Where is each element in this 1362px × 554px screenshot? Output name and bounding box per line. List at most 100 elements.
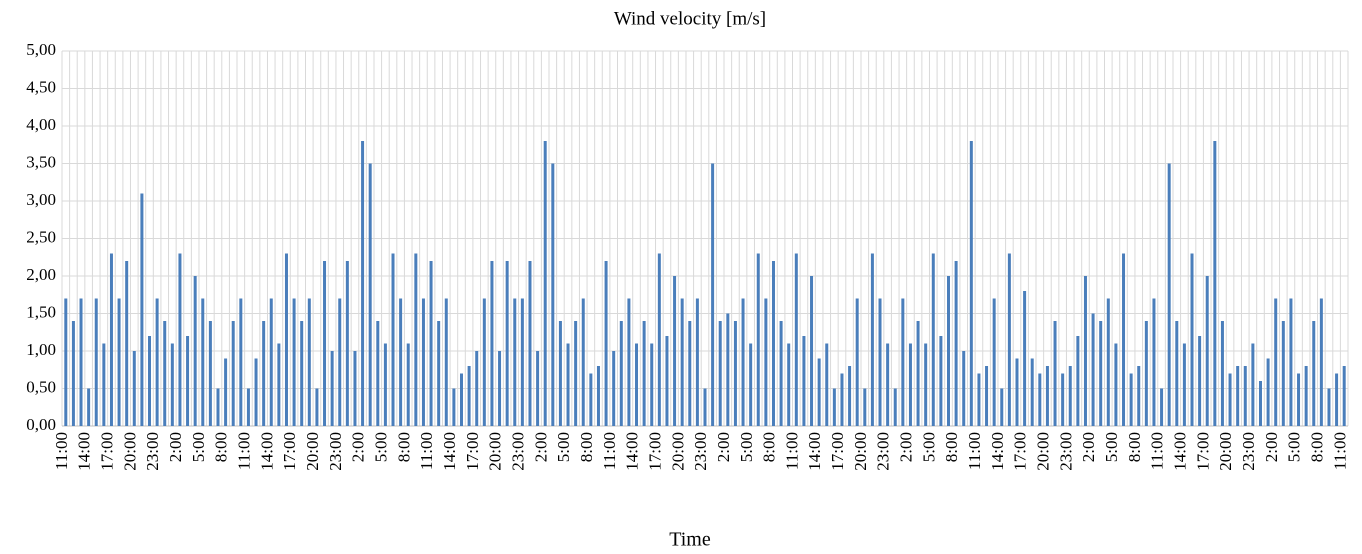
bar (581, 298, 585, 426)
bar (1091, 313, 1095, 426)
bar (863, 388, 867, 426)
x-tick-label: 17:00 (828, 432, 847, 471)
x-tick-label: 23:00 (1056, 432, 1075, 471)
x-tick-label: 17:00 (645, 432, 664, 471)
bar (163, 321, 167, 426)
x-tick-label: 20:00 (1034, 432, 1053, 471)
bar (1335, 373, 1339, 426)
bar (1213, 141, 1217, 426)
bar (140, 193, 144, 426)
bar (368, 163, 372, 426)
bar (596, 366, 600, 426)
bar (1175, 321, 1179, 426)
bar (726, 313, 730, 426)
x-tick-label: 8:00 (942, 432, 961, 462)
x-tick-label: 17:00 (1011, 432, 1030, 471)
bar (558, 321, 562, 426)
bar (551, 163, 555, 426)
bar (962, 351, 966, 426)
x-tick-label: 20:00 (851, 432, 870, 471)
y-tick-label: 4,00 (26, 115, 56, 134)
bar (452, 388, 456, 426)
x-tick-label: 11:00 (1148, 432, 1167, 470)
bar (64, 298, 68, 426)
bar (292, 298, 296, 426)
x-tick-label: 23:00 (874, 432, 893, 471)
bar (148, 336, 152, 426)
bar (832, 388, 836, 426)
bar (406, 343, 410, 426)
y-tick-label: 0,00 (26, 415, 56, 434)
bar (848, 366, 852, 426)
bar (992, 298, 996, 426)
bar (695, 298, 699, 426)
bar (810, 276, 814, 426)
bar (277, 343, 281, 426)
bar (109, 253, 113, 426)
bar (208, 321, 212, 426)
x-tick-label: 14:00 (75, 432, 94, 471)
bar (1137, 366, 1141, 426)
bar (269, 298, 273, 426)
y-tick-label: 2,50 (26, 227, 56, 246)
bar (954, 261, 958, 426)
y-tick-label: 3,50 (26, 152, 56, 171)
bar (1327, 388, 1331, 426)
bar (528, 261, 532, 426)
bar (703, 388, 707, 426)
bar (353, 351, 357, 426)
bar (1236, 366, 1240, 426)
bar (429, 261, 433, 426)
x-tick-label: 11:00 (417, 432, 436, 470)
bar (186, 336, 190, 426)
bar (969, 141, 973, 426)
bar (201, 298, 205, 426)
bar (467, 366, 471, 426)
x-tick-label: 5:00 (1285, 432, 1304, 462)
bar (239, 298, 243, 426)
x-tick-label: 5:00 (1102, 432, 1121, 462)
x-tick-label: 11:00 (965, 432, 984, 470)
bar (1304, 366, 1308, 426)
bar (262, 321, 266, 426)
bar (513, 298, 517, 426)
bar (1274, 298, 1278, 426)
x-tick-label: 8:00 (577, 432, 596, 462)
bar (908, 343, 912, 426)
bar (102, 343, 106, 426)
bar (1000, 388, 1004, 426)
bar (482, 298, 486, 426)
bar (642, 321, 646, 426)
x-tick-label: 8:00 (760, 432, 779, 462)
x-tick-label: 11:00 (1330, 432, 1349, 470)
bar (1297, 373, 1301, 426)
bar (1319, 298, 1323, 426)
bar (589, 373, 593, 426)
bar (985, 366, 989, 426)
bar (125, 261, 129, 426)
x-tick-label: 17:00 (463, 432, 482, 471)
bar (947, 276, 951, 426)
x-tick-label: 2:00 (714, 432, 733, 462)
x-tick-label: 5:00 (919, 432, 938, 462)
bar (498, 351, 502, 426)
bar (779, 321, 783, 426)
x-tick-label: 17:00 (280, 432, 299, 471)
bar (323, 261, 327, 426)
bar (612, 351, 616, 426)
x-tick-label: 14:00 (623, 432, 642, 471)
bar (338, 298, 342, 426)
x-tick-label: 14:00 (257, 432, 276, 471)
x-tick-label: 11:00 (782, 432, 801, 470)
bar (901, 298, 905, 426)
bar (924, 343, 928, 426)
bar (505, 261, 509, 426)
bar (1228, 373, 1232, 426)
bar (673, 276, 677, 426)
bar (688, 321, 692, 426)
bar (459, 373, 463, 426)
bar (1167, 163, 1171, 426)
bar (246, 388, 250, 426)
bar (893, 388, 897, 426)
bar (1289, 298, 1293, 426)
